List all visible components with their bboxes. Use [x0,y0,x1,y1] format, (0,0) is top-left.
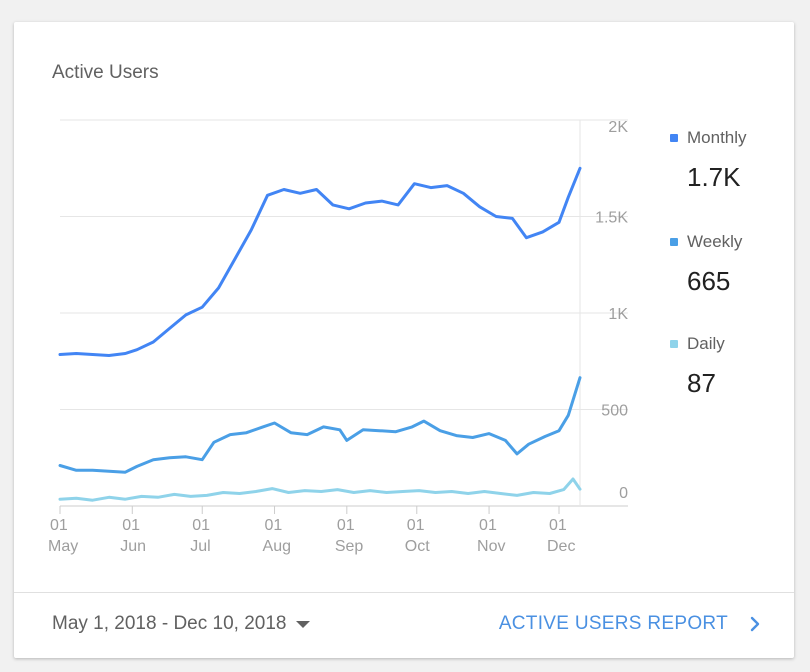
legend-swatch-daily [670,340,678,348]
x-tick-month-label: Aug [263,538,291,555]
y-tick-label: 1K [608,306,628,323]
series-line-daily [58,477,582,502]
legend-value-weekly: 665 [687,266,731,296]
y-tick-label: 2K [608,119,628,136]
x-tick-month-label: Jul [190,538,210,555]
legend-value-daily: 87 [687,368,716,398]
active-users-card: Active Users 0 500 1K 1.5K 2K 01 May 01 Jun 01 Ju… [14,22,794,658]
x-tick-day-label: 01 [50,517,68,534]
y-tick-label: 1.5K [595,210,628,227]
x-tick-day-label: 01 [407,517,425,534]
legend-swatch-weekly [670,238,678,246]
legend-monthly[interactable]: Monthly 1.7K [670,128,747,193]
legend-swatch-monthly [670,134,678,142]
legend-label-weekly: Weekly [687,232,743,251]
legend-weekly[interactable]: Weekly 665 [670,232,742,297]
date-range-label: May 1, 2018 - Dec 10, 2018 [52,613,287,634]
chevron-right-icon [750,616,760,632]
legend-label-monthly: Monthly [687,128,747,147]
x-tick-month-label: May [48,538,78,555]
series-lines [58,166,582,502]
x-tick-month-label: Dec [547,538,575,555]
x-tick-day-label: 01 [192,517,210,534]
x-tick-day-label: 01 [337,517,355,534]
legend-daily[interactable]: Daily 87 [670,334,725,399]
x-tick-month-label: Oct [405,538,430,555]
x-tick-month-label: Nov [477,538,505,555]
x-tick-month-label: Sep [335,538,364,555]
x-tick-day-label: 01 [479,517,497,534]
legend-value-monthly: 1.7K [687,162,741,192]
card-footer: May 1, 2018 - Dec 10, 2018 ACTIVE USERS … [14,592,794,659]
report-link-label: ACTIVE USERS REPORT [498,613,728,634]
x-tick-day-label: 01 [265,517,283,534]
y-tick-label: 500 [601,403,628,420]
caret-down-icon [296,620,311,628]
series-line-monthly [58,166,582,357]
x-tick-month-label: Jun [120,538,146,555]
y-axis: 0 500 1K 1.5K 2K [595,119,628,502]
x-axis: 01 May 01 Jun 01 Jul 01 Aug 01 Sep 01 Oct 01 Nov 01 Dec [48,506,575,555]
x-tick-day-label: 01 [549,517,567,534]
date-range-selector[interactable]: May 1, 2018 - Dec 10, 2018 [52,613,311,635]
y-tick-label: 0 [619,485,628,502]
chart-grid [60,119,628,507]
active-users-report-link[interactable]: ACTIVE USERS REPORT [499,613,760,635]
card-title: Active Users [52,62,159,83]
series-line-weekly [58,376,582,474]
x-tick-day-label: 01 [122,517,140,534]
legend-label-daily: Daily [687,334,725,353]
